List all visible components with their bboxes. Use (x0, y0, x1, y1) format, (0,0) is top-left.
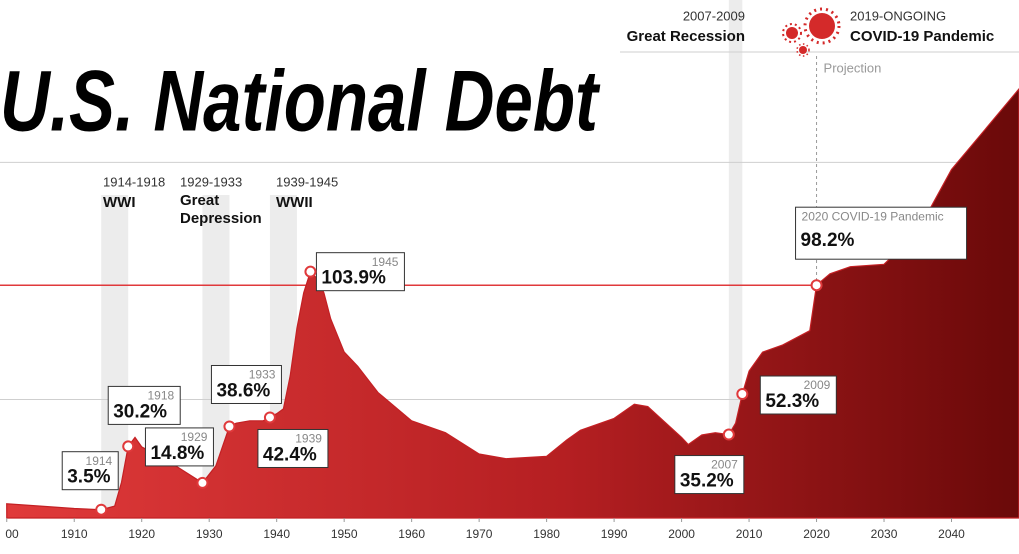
annotation-title: 2009 (804, 378, 831, 392)
event-range: 2007-2009 (683, 8, 745, 23)
event-name: Great Depression (180, 192, 262, 227)
annotation-title: 2007 (711, 458, 738, 472)
x-tick-label: 1960 (398, 527, 425, 541)
data-point (304, 265, 317, 278)
x-tick-label: 2020 (803, 527, 830, 541)
x-tick-label: 2010 (736, 527, 763, 541)
event-range: 1914-1918 (103, 174, 165, 189)
data-point (736, 388, 749, 401)
annotation-box (61, 451, 119, 491)
x-tick-label: 1950 (331, 527, 358, 541)
annotation-title: 2020 COVID-19 Pandemic (802, 209, 944, 223)
annotation-title: 1945 (372, 255, 399, 269)
event-band (728, 0, 743, 518)
projection-label: Projection (824, 60, 882, 75)
chart-title: U.S. National Debt (0, 54, 601, 150)
annotation-title: 1929 (181, 430, 208, 444)
event-range: 1939-1945 (276, 174, 338, 189)
data-point (95, 503, 108, 516)
x-tick-label: 1910 (61, 527, 88, 541)
x-tick-label: 1980 (533, 527, 560, 541)
annotation-title: 1918 (148, 389, 175, 403)
event-name: COVID-19 Pandemic (850, 28, 994, 45)
annotation-box (257, 428, 329, 468)
annotation-label: 38.6% (216, 381, 270, 402)
x-tick-label: 1920 (128, 527, 155, 541)
annotation-label: 35.2% (680, 471, 734, 492)
data-point (196, 476, 209, 489)
event-name: WWI (103, 194, 135, 211)
data-point (722, 428, 735, 441)
annotation-box (210, 364, 282, 404)
x-tick-label: 1970 (466, 527, 493, 541)
annotation-box (107, 385, 181, 425)
event-name: Great Recession (627, 28, 745, 45)
annotation-label: 30.2% (113, 401, 167, 422)
annotation-title: 1939 (295, 432, 322, 446)
annotation-box (759, 375, 837, 415)
data-point (263, 411, 276, 424)
annotation-box (144, 427, 214, 467)
x-tick-label: 2040 (938, 527, 965, 541)
annotation-label: 98.2% (801, 230, 855, 251)
annotation-title: 1933 (249, 368, 276, 382)
x-tick-label: 1930 (196, 527, 223, 541)
x-tick-label: 00 (5, 527, 19, 541)
x-tick-label: 1940 (263, 527, 290, 541)
annotation-label: 52.3% (765, 391, 819, 412)
data-point (810, 279, 823, 292)
annotation-box (674, 455, 745, 495)
annotation-label: 42.4% (263, 444, 317, 465)
x-tick-label: 1990 (601, 527, 628, 541)
virus-icons (782, 7, 841, 57)
annotation-label: 14.8% (150, 443, 204, 464)
event-name: WWII (276, 194, 313, 211)
x-tick-label: 2000 (668, 527, 695, 541)
annotation-label: 3.5% (67, 467, 110, 488)
annotation-title: 1914 (86, 454, 113, 468)
x-tick-label: 2030 (871, 527, 898, 541)
annotation-box (795, 206, 968, 260)
annotation-label: 103.9% (321, 268, 386, 289)
event-range: 2019-ONGOING (850, 8, 946, 23)
annotation-box (315, 252, 405, 292)
data-point (223, 420, 236, 433)
data-point (122, 440, 135, 453)
event-range: 1929-1933 (180, 174, 242, 189)
